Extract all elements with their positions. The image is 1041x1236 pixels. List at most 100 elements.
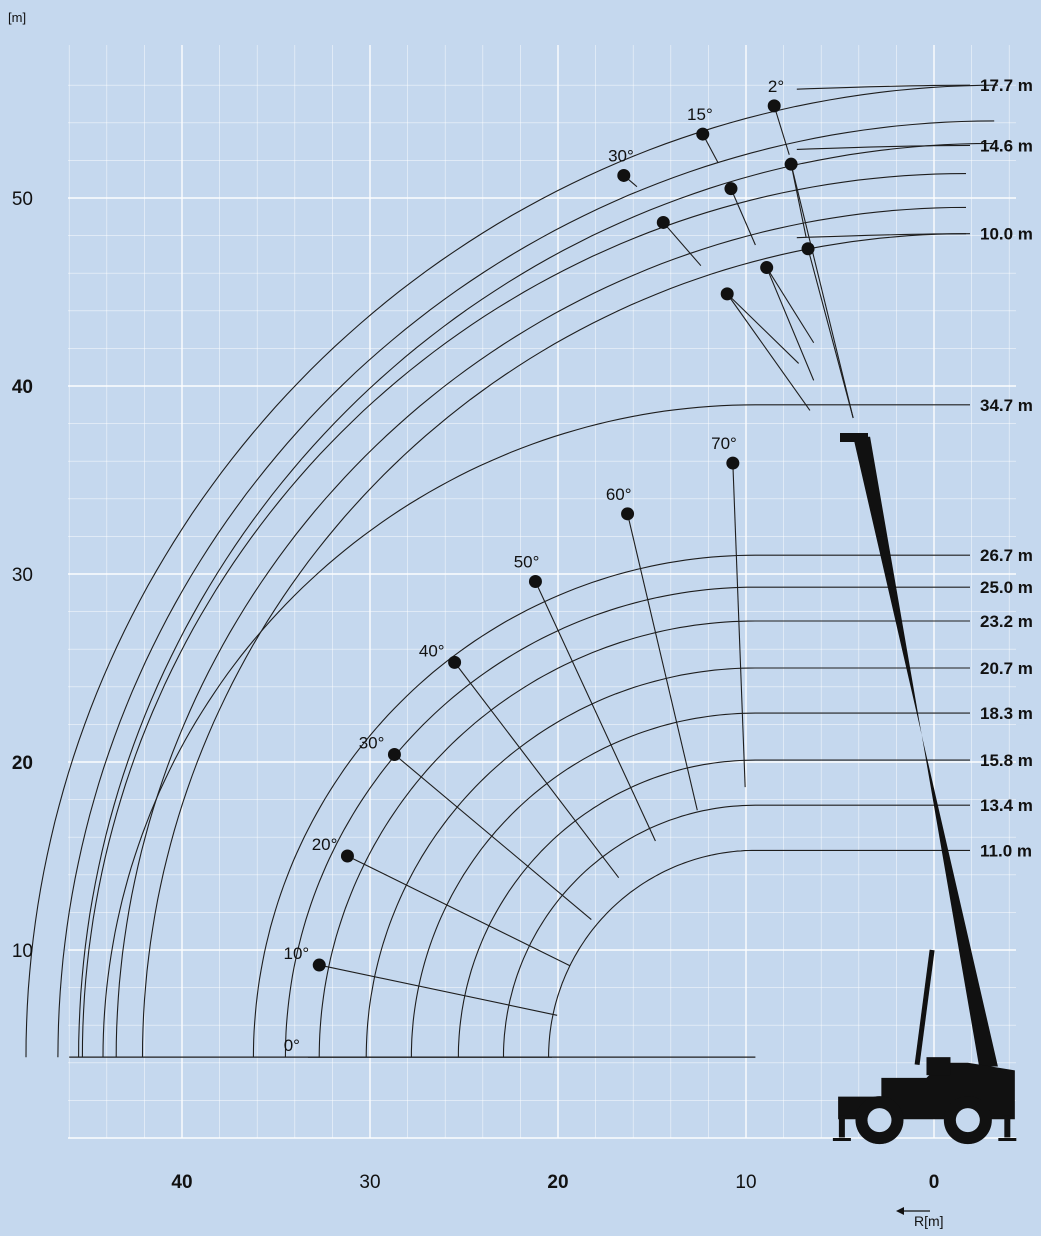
boom-angle-label: 70°: [711, 434, 737, 453]
boom-length-label: 34.7 m: [980, 396, 1033, 415]
x-unit-label: R[m]: [914, 1213, 944, 1229]
jib-length-label: 17.7 m: [980, 76, 1033, 95]
x-tick-label: 20: [547, 1172, 568, 1193]
boom-arc: [102, 404, 970, 1058]
boom-angle-label: 30°: [359, 733, 385, 752]
crane-cab: [926, 1057, 951, 1076]
jib-range-arc: [25, 84, 998, 1058]
x-tick-label: 30: [359, 1172, 380, 1193]
y-tick-label: 30: [12, 565, 33, 586]
jib-offset-line: [726, 293, 811, 411]
jib-length-label: 14.6 m: [980, 136, 1033, 155]
crane-boom: [853, 436, 998, 1067]
angle-line: [394, 754, 592, 920]
crane-outrigger-pad: [832, 1138, 851, 1141]
crane-outrigger: [838, 1115, 845, 1138]
y-tick-label: 40: [12, 377, 33, 398]
chart-labels: [m] R[m] 40 30 20 10 0 10 20 30 40 50 11.0 m 13.4 m 15…: [8, 10, 1033, 1229]
jib-point: [696, 127, 710, 141]
y-tick-label: 50: [12, 189, 33, 210]
angle-line: [732, 463, 746, 788]
boom-length-label: 20.7 m: [980, 659, 1033, 678]
jib-range-arc: [57, 120, 995, 1058]
boom-angle-label: 10°: [284, 944, 310, 963]
jib-point: [720, 287, 734, 301]
crane-outrigger-pad: [998, 1138, 1017, 1141]
boom-angle-point: [621, 507, 635, 521]
jib-arc: [796, 233, 971, 239]
jib-range-arc: [141, 233, 967, 1058]
boom-arc: [457, 759, 970, 1058]
jib-offset-line: [730, 188, 756, 246]
boom-length-label: 23.2 m: [980, 612, 1033, 631]
jib-offset-line: [807, 248, 854, 419]
boom-angle-label: 60°: [606, 485, 632, 504]
y-unit-label: [m]: [8, 10, 26, 25]
jib-offset-line: [790, 164, 854, 419]
grid-major: [68, 45, 1016, 1139]
boom-angle-point: [387, 747, 401, 761]
jib-offset-label: 15°: [687, 105, 713, 124]
boom-length-label: 26.7 m: [980, 546, 1033, 565]
crane-outrigger: [1004, 1115, 1011, 1138]
jib-range-arc: [81, 173, 967, 1058]
boom-arc: [284, 586, 970, 1058]
angle-line: [534, 581, 656, 842]
jib-range-arc: [115, 206, 967, 1058]
y-tick-label: 10: [12, 941, 33, 962]
boom-angle-point: [312, 958, 326, 972]
x-tick-label: 10: [735, 1172, 756, 1193]
jib-arc: [796, 84, 971, 90]
jib-arc: [796, 144, 971, 150]
jib-offset-label: 2°: [768, 77, 784, 96]
boom-length-label: 11.0 m: [980, 841, 1032, 860]
boom-angle-point: [726, 456, 740, 470]
jib-point: [656, 215, 670, 229]
boom-angle-label: 40°: [419, 641, 445, 660]
angle-line: [319, 964, 558, 1016]
jib-offset-line: [766, 267, 815, 344]
crane-boom-head: [840, 433, 868, 442]
boom-length-label: 18.3 m: [980, 704, 1033, 723]
jib-offset-line: [726, 293, 800, 364]
x-tick-label: 40: [171, 1172, 192, 1193]
boom-arc: [548, 849, 970, 1058]
boom-arc: [410, 712, 970, 1058]
x-unit-arrow-head: [896, 1207, 904, 1215]
grid-minor: [68, 45, 1016, 1138]
x-tick-label: 0: [929, 1172, 940, 1193]
y-tick-label: 20: [12, 753, 33, 774]
crane-wheel-front-hub: [867, 1108, 892, 1133]
jib-point: [617, 168, 631, 182]
boom-arc: [502, 804, 970, 1058]
jib-offset-label: 30°: [608, 146, 634, 165]
boom-length-label: 15.8 m: [980, 751, 1033, 770]
jib-length-label: 10.0 m: [980, 225, 1033, 244]
jib-offset-line: [662, 222, 702, 267]
angle-line: [454, 662, 620, 879]
boom-arc: [365, 667, 970, 1058]
boom-arc: [318, 620, 970, 1058]
angle-line: [347, 855, 571, 967]
boom-angle-label: 0°: [284, 1036, 300, 1055]
boom-angle-label: 50°: [514, 553, 540, 572]
working-range-curves: [25, 84, 998, 1058]
jib-point: [760, 261, 774, 275]
boom-angle-label: 20°: [312, 835, 338, 854]
angle-line: [627, 513, 698, 811]
jib-point: [784, 157, 798, 171]
boom-length-label: 13.4 m: [980, 796, 1033, 815]
boom-angle-point: [448, 655, 462, 669]
crane-silhouette: [832, 433, 1017, 1145]
crane-wheel-rear-hub: [955, 1108, 980, 1133]
boom-angle-point: [528, 575, 542, 589]
jib-offset-line: [773, 105, 790, 155]
jib-offset-line: [766, 267, 815, 381]
jib-point: [767, 99, 781, 113]
jib-point: [801, 242, 815, 256]
crane-cylinder: [914, 949, 935, 1066]
data-points: [312, 99, 815, 972]
boom-arc: [252, 554, 970, 1058]
